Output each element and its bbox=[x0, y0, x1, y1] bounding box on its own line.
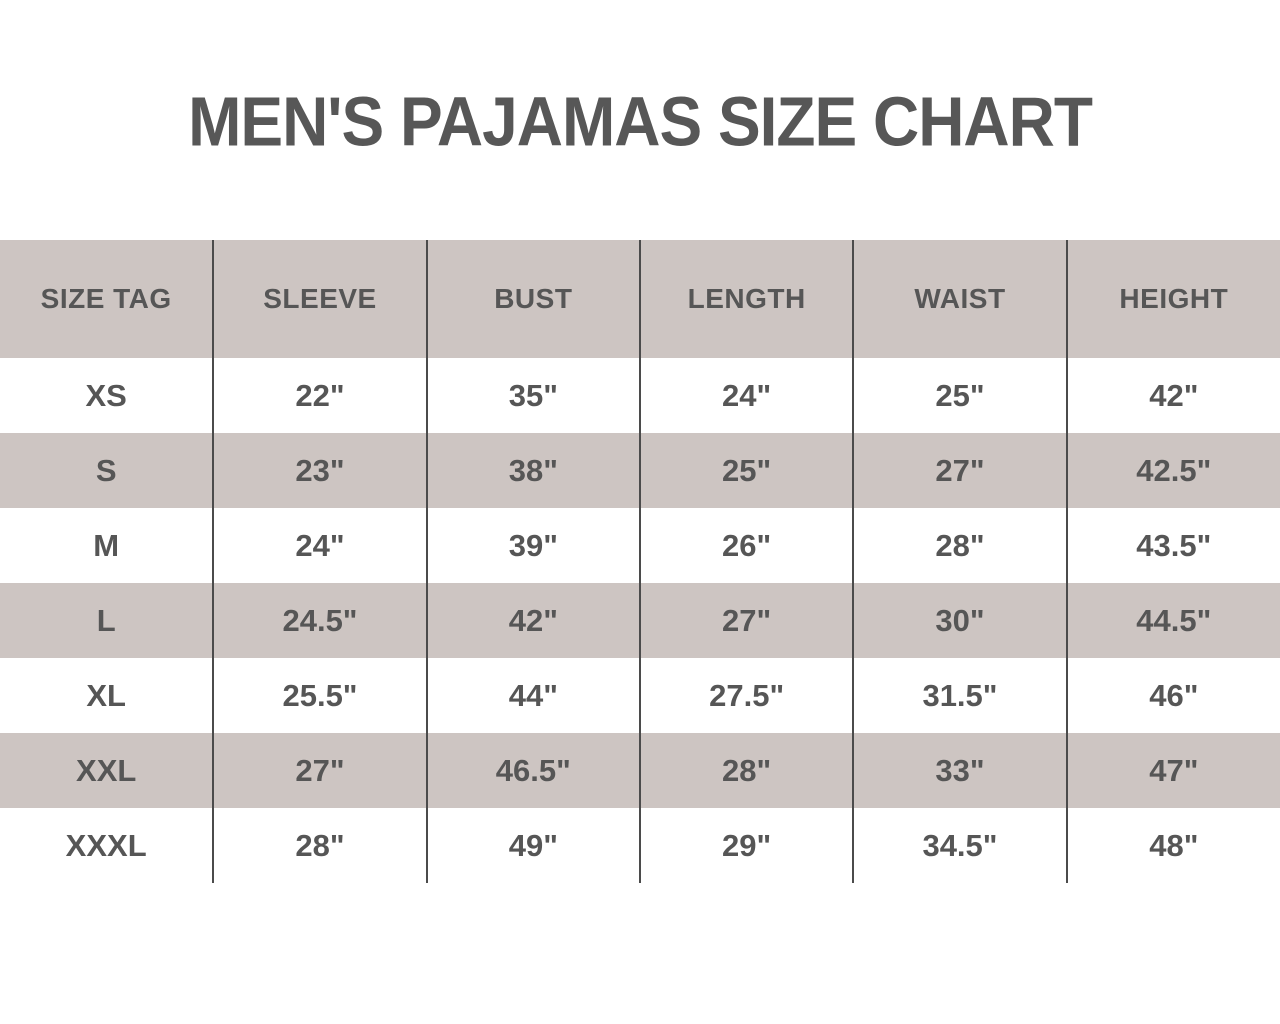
table-cell: XL bbox=[0, 658, 215, 733]
table-cell: 22" bbox=[213, 358, 428, 433]
table-cell: 39" bbox=[426, 508, 641, 583]
table-cell: 31.5" bbox=[853, 658, 1068, 733]
table-cell: 44.5" bbox=[1136, 602, 1212, 638]
size-chart-table: SIZE TAG SLEEVE BUST LENGTH WAIST HEIGHT… bbox=[0, 240, 1280, 883]
table-cell: XXXL bbox=[0, 808, 215, 883]
table-row-xxl: XXL 27" 46.5" 28" 33" 47" bbox=[0, 733, 1280, 808]
table-cell: 27" bbox=[213, 733, 428, 808]
table-cell: 33" bbox=[853, 733, 1068, 808]
table-cell: 42" bbox=[1149, 377, 1199, 413]
table-cell: 46.5" bbox=[426, 733, 641, 808]
table-body: XS 22" 35" 24" 25" 42" S 23" 38" 25" 27"… bbox=[0, 358, 1280, 883]
column-header-size-tag: SIZE TAG bbox=[0, 240, 215, 358]
table-cell: 27.5" bbox=[639, 658, 855, 733]
table-cell: XXL bbox=[0, 733, 215, 808]
table-row-s: S 23" 38" 25" 27" 42.5" bbox=[0, 433, 1280, 508]
table-cell: S bbox=[0, 433, 215, 508]
table-cell: 44" bbox=[426, 658, 641, 733]
table-cell: 38" bbox=[426, 433, 641, 508]
table-cell: 48" bbox=[1149, 827, 1199, 863]
column-header-length: LENGTH bbox=[639, 240, 855, 358]
table-cell: M bbox=[0, 508, 215, 583]
table-cell: 26" bbox=[639, 508, 855, 583]
table-cell: 24" bbox=[213, 508, 428, 583]
table-header: SIZE TAG SLEEVE BUST LENGTH WAIST HEIGHT bbox=[0, 240, 1280, 358]
table-cell: 47" bbox=[1149, 752, 1199, 788]
page-title: MEN'S PAJAMAS SIZE CHART bbox=[188, 83, 1093, 161]
table-cell: 23" bbox=[213, 433, 428, 508]
table-row-xs: XS 22" 35" 24" 25" 42" bbox=[0, 358, 1280, 433]
table-cell: 27" bbox=[639, 583, 855, 658]
table-cell: 42" bbox=[426, 583, 641, 658]
column-header-waist: WAIST bbox=[853, 240, 1068, 358]
table-cell: 25.5" bbox=[213, 658, 428, 733]
table-row-xxxl: XXXL 28" 49" 29" 34.5" 48" bbox=[0, 808, 1280, 883]
table-cell: 34.5" bbox=[853, 808, 1068, 883]
table-cell: 30" bbox=[853, 583, 1068, 658]
table-row-l: L 24.5" 42" 27" 30" 44.5" bbox=[0, 583, 1280, 658]
table-cell: 46" bbox=[1149, 677, 1199, 713]
column-header-height: HEIGHT bbox=[1119, 283, 1229, 314]
table-cell: XS bbox=[0, 358, 215, 433]
table-cell: 42.5" bbox=[1136, 452, 1212, 488]
table-cell: 24.5" bbox=[213, 583, 428, 658]
table-cell: 27" bbox=[853, 433, 1068, 508]
table-cell: 43.5" bbox=[1136, 527, 1212, 563]
table-cell: L bbox=[0, 583, 215, 658]
column-header-sleeve: SLEEVE bbox=[213, 240, 428, 358]
table-cell: 29" bbox=[639, 808, 855, 883]
column-header-bust: BUST bbox=[426, 240, 641, 358]
table-cell: 25" bbox=[639, 433, 855, 508]
table-row-xl: XL 25.5" 44" 27.5" 31.5" 46" bbox=[0, 658, 1280, 733]
table-cell: 28" bbox=[213, 808, 428, 883]
table-cell: 49" bbox=[426, 808, 641, 883]
table-row-m: M 24" 39" 26" 28" 43.5" bbox=[0, 508, 1280, 583]
table-cell: 35" bbox=[426, 358, 641, 433]
table-cell: 25" bbox=[853, 358, 1068, 433]
table-cell: 24" bbox=[639, 358, 855, 433]
table-cell: 28" bbox=[639, 733, 855, 808]
table-cell: 28" bbox=[853, 508, 1068, 583]
header-row: SIZE TAG SLEEVE BUST LENGTH WAIST HEIGHT bbox=[0, 240, 1280, 358]
